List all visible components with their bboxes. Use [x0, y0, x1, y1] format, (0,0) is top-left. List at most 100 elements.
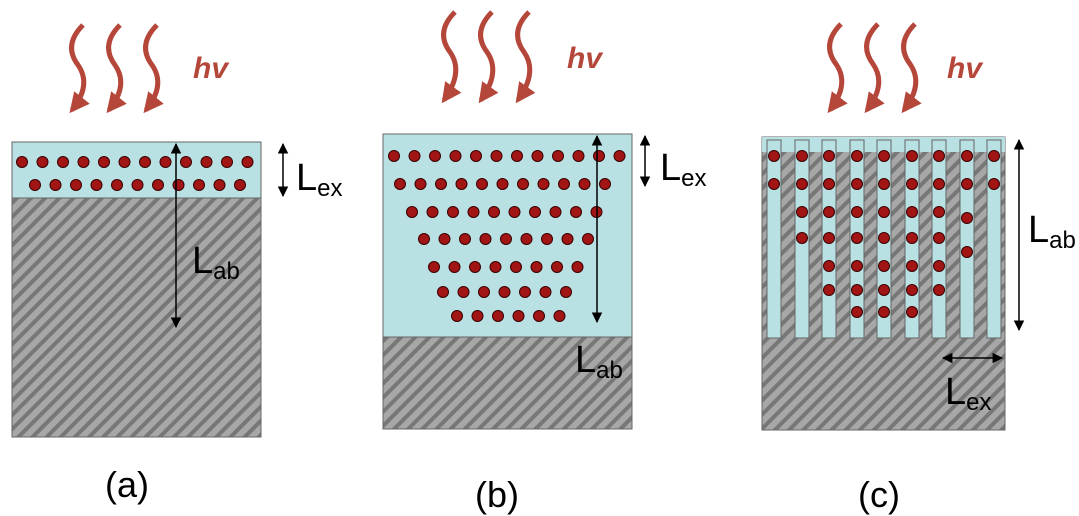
- particle-dot: [571, 261, 584, 273]
- panel-caption-c: (c): [858, 474, 900, 515]
- particle-dot: [851, 306, 863, 318]
- particle-dot: [418, 233, 430, 245]
- photon-waves-b: [441, 10, 536, 104]
- particle-dot: [408, 150, 421, 162]
- particle-dot: [451, 310, 463, 322]
- particle-dot: [49, 179, 62, 191]
- particle-dot: [988, 150, 1000, 162]
- particle-dot: [152, 179, 164, 191]
- particle-dot: [796, 150, 808, 162]
- particle-dot: [988, 178, 1000, 190]
- particle-dot: [823, 178, 835, 190]
- photon-wave: [441, 10, 462, 104]
- particle-dot: [582, 233, 594, 245]
- particle-dot: [200, 156, 213, 168]
- particle-dot: [906, 178, 918, 190]
- particle-dot: [29, 179, 41, 191]
- particle-dot: [470, 150, 482, 162]
- particle-dot: [572, 150, 585, 162]
- particle-dot: [193, 179, 205, 191]
- absorption-length-label-b: Lab: [575, 339, 623, 384]
- excitation-length-label-b: Lex: [660, 147, 707, 192]
- substrate-a: [11, 197, 262, 438]
- particle-dot: [36, 156, 49, 168]
- particle-dot: [906, 260, 918, 272]
- particle-dot: [851, 178, 863, 190]
- particle-dot: [768, 178, 780, 190]
- particle-dot: [560, 286, 572, 298]
- particle-dot: [578, 178, 591, 190]
- particle-dot: [851, 284, 863, 296]
- particle-dot: [131, 179, 144, 191]
- photon-wave: [864, 22, 885, 114]
- nanorod: [986, 139, 1002, 339]
- particle-dot: [851, 206, 863, 218]
- particle-dot: [469, 261, 481, 273]
- photon-label: hv: [567, 42, 604, 75]
- panel-b: hv Lex Lab (b): [382, 10, 707, 515]
- particle-dot: [221, 156, 233, 168]
- particle-dot: [394, 178, 406, 190]
- particle-dot: [878, 306, 890, 318]
- particle-dot: [796, 232, 808, 244]
- particle-dot: [878, 232, 890, 244]
- particle-dot: [851, 150, 863, 162]
- particle-dot: [823, 150, 835, 162]
- particle-dot: [437, 286, 449, 298]
- particle-dot: [878, 284, 890, 296]
- particle-dot: [213, 179, 226, 191]
- particle-dot: [457, 286, 470, 298]
- particle-dot: [552, 150, 564, 162]
- particle-dot: [234, 179, 246, 191]
- particle-dot: [553, 310, 566, 322]
- particle-dot: [520, 233, 533, 245]
- particle-dot: [512, 310, 525, 322]
- particle-dot: [823, 260, 835, 272]
- particle-dot: [498, 286, 511, 298]
- particle-dot: [851, 232, 863, 244]
- photon-wave: [827, 22, 848, 114]
- particle-dot: [533, 310, 545, 322]
- particle-dot: [878, 150, 890, 162]
- photon-label: hv: [947, 52, 984, 85]
- particle-dot: [172, 179, 185, 191]
- particle-dot: [796, 206, 808, 218]
- substrate-b: [382, 336, 633, 430]
- particle-dot: [906, 232, 918, 244]
- particle-dot: [593, 150, 605, 162]
- particle-dot: [933, 284, 945, 296]
- particle-dot: [476, 178, 488, 190]
- particle-dot: [517, 178, 529, 190]
- particle-dot: [519, 286, 531, 298]
- particle-dot: [448, 261, 461, 273]
- excitation-length-label-a: Lex: [296, 157, 343, 202]
- particle-dot: [455, 178, 468, 190]
- particle-dot: [438, 233, 451, 245]
- particle-dot: [541, 233, 553, 245]
- particle-dot: [180, 156, 192, 168]
- particle-dot: [961, 150, 973, 162]
- particle-dot: [878, 260, 890, 272]
- particle-dot: [599, 178, 611, 190]
- particle-dot: [488, 206, 500, 218]
- particle-dot: [561, 233, 574, 245]
- particle-dot: [796, 178, 808, 190]
- particle-dot: [851, 260, 863, 272]
- particle-dot: [500, 233, 512, 245]
- particle-dot: [406, 206, 418, 218]
- particle-dot: [111, 179, 123, 191]
- particle-dot: [933, 206, 945, 218]
- particle-dot: [551, 261, 563, 273]
- particle-dot: [428, 261, 440, 273]
- photon-wave: [143, 23, 164, 114]
- particle-dot: [530, 261, 543, 273]
- photon-waves-c: [827, 22, 922, 114]
- particle-dot: [479, 233, 492, 245]
- particles-a: [16, 156, 254, 191]
- particle-dot: [388, 150, 400, 162]
- particle-dot: [549, 206, 562, 218]
- panel-caption-b: (b): [475, 474, 519, 515]
- particle-dot: [467, 206, 480, 218]
